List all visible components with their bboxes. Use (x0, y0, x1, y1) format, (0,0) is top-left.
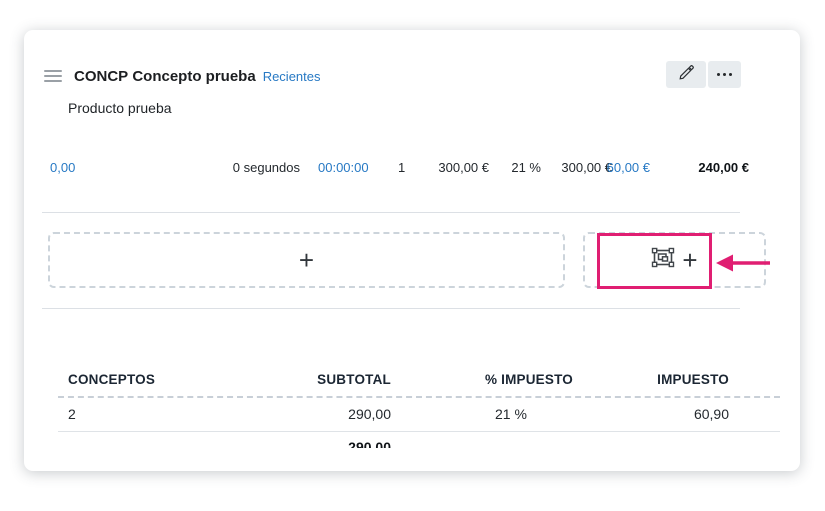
duration-value: 0 segundos (232, 160, 300, 175)
widget-frame-icon (651, 247, 675, 273)
cell-impuesto: 60,90 (693, 406, 729, 422)
total-subtotal-value: 290,00 (348, 439, 391, 448)
quantity-value: 1 (398, 160, 406, 175)
add-concept-button[interactable]: + (48, 232, 565, 288)
tax-rate-value: 21 % (511, 160, 541, 175)
edit-button[interactable] (666, 61, 706, 88)
col-header-conceptos: CONCEPTOS (68, 372, 156, 387)
menu-icon[interactable] (44, 70, 62, 82)
ellipsis-icon (716, 72, 733, 77)
cell-subtotal: 290,00 (348, 406, 391, 422)
total-value: 240,00 € (698, 160, 749, 175)
table-total-row-clipped: 290,00 (58, 439, 780, 448)
product-name: Producto prueba (68, 100, 172, 116)
table-header-divider (58, 396, 780, 398)
tax-amount-link[interactable]: 60,00 € (606, 160, 650, 175)
totals-table: CONCEPTOS SUBTOTAL % IMPUESTO IMPUESTO 2… (58, 368, 780, 454)
concept-title: Concepto prueba (132, 67, 256, 85)
amount-link[interactable]: 0,00 (50, 160, 76, 175)
recent-link[interactable]: Recientes (262, 68, 321, 84)
col-header-subtotal: SUBTOTAL (317, 372, 391, 387)
summary-row: 0,00 0 segundos 00:00:00 1 300,00 € 21 %… (24, 160, 800, 180)
col-header-pct-impuesto: % IMPUESTO (484, 372, 573, 387)
divider (42, 212, 740, 213)
annotation-arrow-icon (712, 252, 774, 279)
cell-pct-impuesto: 21 % (495, 406, 527, 422)
card-header: CONCP Concepto prueba Recientes (44, 62, 321, 90)
cell-conceptos: 2 (68, 406, 76, 422)
concept-card: CONCP Concepto prueba Recientes Producto… (24, 30, 800, 471)
plus-icon: + (682, 245, 698, 275)
more-options-button[interactable] (708, 61, 741, 88)
pencil-icon (678, 64, 695, 86)
time-link[interactable]: 00:00:00 (318, 160, 369, 175)
plus-icon: + (298, 245, 315, 275)
add-widget-content: + (651, 245, 698, 275)
price-value: 300,00 € (438, 160, 489, 175)
concept-code: CONCP (74, 67, 129, 85)
col-header-impuesto: IMPUESTO (657, 372, 729, 387)
page-title: CONCP Concepto prueba (74, 68, 256, 85)
divider (42, 308, 740, 309)
subtotal-value: 300,00 € (561, 160, 612, 175)
table-row-divider (58, 431, 780, 432)
